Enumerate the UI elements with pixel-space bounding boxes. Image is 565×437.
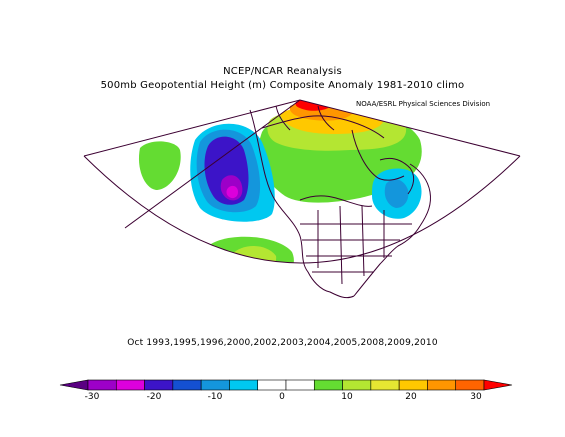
coastlines <box>249 105 431 299</box>
anomaly-neg-gulf-alaska-magenta <box>226 185 238 199</box>
colorbar-swatch <box>200 379 230 391</box>
colorbar-tick-label: -30 <box>84 392 100 402</box>
colorbar-swatch <box>313 379 343 391</box>
map-domain-outline <box>83 99 521 264</box>
colorbar-swatch <box>285 379 315 391</box>
title-line-2: 500mb Geopotential Height (m) Composite … <box>100 80 465 91</box>
anomaly-pos-pacific-west <box>138 141 181 190</box>
anomaly-shading <box>138 100 422 263</box>
credit-text: NOAA/ESRL Physical Sciences Division <box>356 100 491 108</box>
colorbar-right-arrow <box>483 379 513 391</box>
colorbar-tick-label: -20 <box>146 392 162 402</box>
colorbar-swatch <box>87 379 117 391</box>
colorbar-tick-label: 0 <box>279 392 285 402</box>
composite-dates: Oct 1993,1995,1996,2000,2002,2003,2004,2… <box>127 338 438 348</box>
colorbar-swatch <box>427 379 457 391</box>
anomaly-neg-east-canada-core <box>384 179 409 208</box>
colorbar-tick-label: -10 <box>207 392 223 402</box>
colorbar-swatch <box>455 379 485 391</box>
colorbar-swatch <box>172 379 202 391</box>
colorbar-left-arrow <box>59 379 89 391</box>
colorbar-swatch <box>342 379 372 391</box>
colorbar-swatch <box>370 379 400 391</box>
colorbar-tick-label: 20 <box>405 392 417 402</box>
colorbar-tick-label: 30 <box>470 392 482 402</box>
colorbar-swatch <box>229 379 259 391</box>
title-line-1: NCEP/NCAR Reanalysis <box>223 66 342 77</box>
colorbar-swatch <box>115 379 145 391</box>
colorbar-swatch <box>144 379 174 391</box>
colorbar-tick-label: 10 <box>341 392 353 402</box>
colorbar-swatch <box>398 379 428 391</box>
colorbar-swatch <box>257 379 287 391</box>
